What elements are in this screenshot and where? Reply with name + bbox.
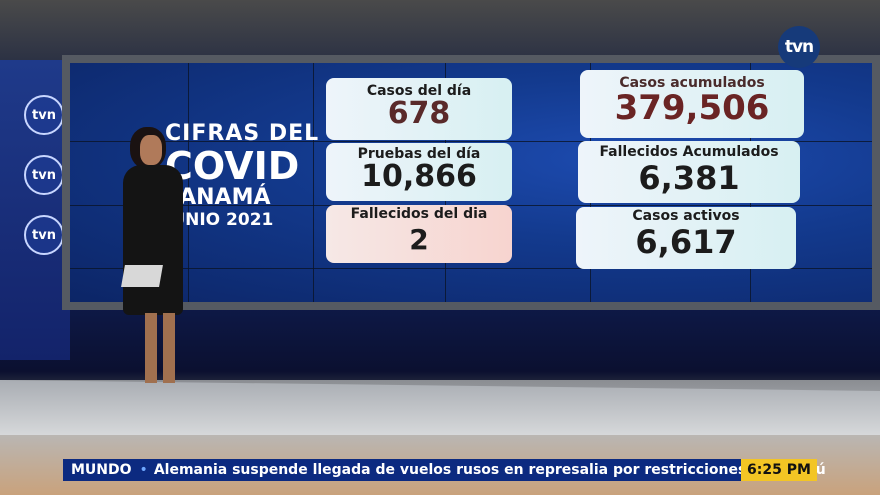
stat-label: Casos activos [632, 208, 740, 224]
title-line: JUNIO 2021 [165, 210, 274, 230]
video-wall: CIFRAS DEL COVID PANAMÁ JUNIO 2021 Casos… [62, 55, 880, 310]
ticker-clock: 6:25 PM [741, 459, 817, 481]
stat-value: 678 [387, 96, 451, 132]
presenter-dress [123, 165, 183, 315]
stat-value: 2 [409, 223, 429, 257]
ticker-headline: Alemania suspende llegada de vuelos ruso… [153, 462, 826, 478]
graphic-title: CIFRAS DEL COVID PANAMÁ JUNIO 2021 [165, 123, 319, 229]
presenter-tablet [121, 265, 163, 287]
grid-line [188, 63, 189, 302]
stat-value: 6,617 [635, 223, 737, 262]
title-line: CIFRAS DEL [165, 121, 320, 146]
stat-card-cumulative-deaths: Fallecidos Acumulados 6,381 [578, 141, 800, 203]
stat-card-active-cases: Casos activos 6,617 [576, 207, 796, 269]
ticker-section: MUNDO [71, 462, 132, 478]
stat-value: 10,866 [361, 159, 477, 195]
stat-card-daily-deaths: Fallecidos del dia 2 [326, 205, 512, 263]
stat-label: Casos acumulados [619, 75, 765, 91]
stat-label: Fallecidos del dia [350, 206, 488, 222]
grid-line [70, 141, 872, 142]
stat-card-cumulative-cases: Casos acumulados 379,506 [580, 70, 804, 138]
wall-tvn-logo: tvn [24, 155, 64, 195]
video-wall-display: CIFRAS DEL COVID PANAMÁ JUNIO 2021 Casos… [70, 63, 872, 302]
ticker-separator: • [139, 462, 148, 478]
studio-ceiling [0, 0, 880, 60]
tvn-logo: tvn [778, 26, 820, 68]
stat-label: Casos del día [366, 83, 472, 99]
wall-tvn-logo: tvn [24, 215, 64, 255]
stat-label: Pruebas del día [357, 146, 481, 162]
title-line: PANAMÁ [165, 185, 271, 210]
stat-card-daily-tests: Pruebas del día 10,866 [326, 143, 512, 201]
left-wall: tvn tvn tvn [0, 60, 70, 360]
stat-label: Fallecidos Acumulados [599, 144, 779, 160]
grid-line [70, 268, 872, 269]
grid-line [313, 63, 314, 302]
presenter-legs [145, 313, 175, 383]
presenter-face [140, 135, 162, 165]
wall-tvn-logo: tvn [24, 95, 64, 135]
stat-value: 379,506 [614, 88, 770, 129]
presenter [115, 125, 195, 385]
title-line: COVID [165, 144, 300, 188]
stat-card-daily-cases: Casos del día 678 [326, 78, 512, 140]
news-ticker: MUNDO • Alemania suspende llegada de vue… [63, 459, 826, 481]
stat-value: 6,381 [638, 159, 740, 198]
